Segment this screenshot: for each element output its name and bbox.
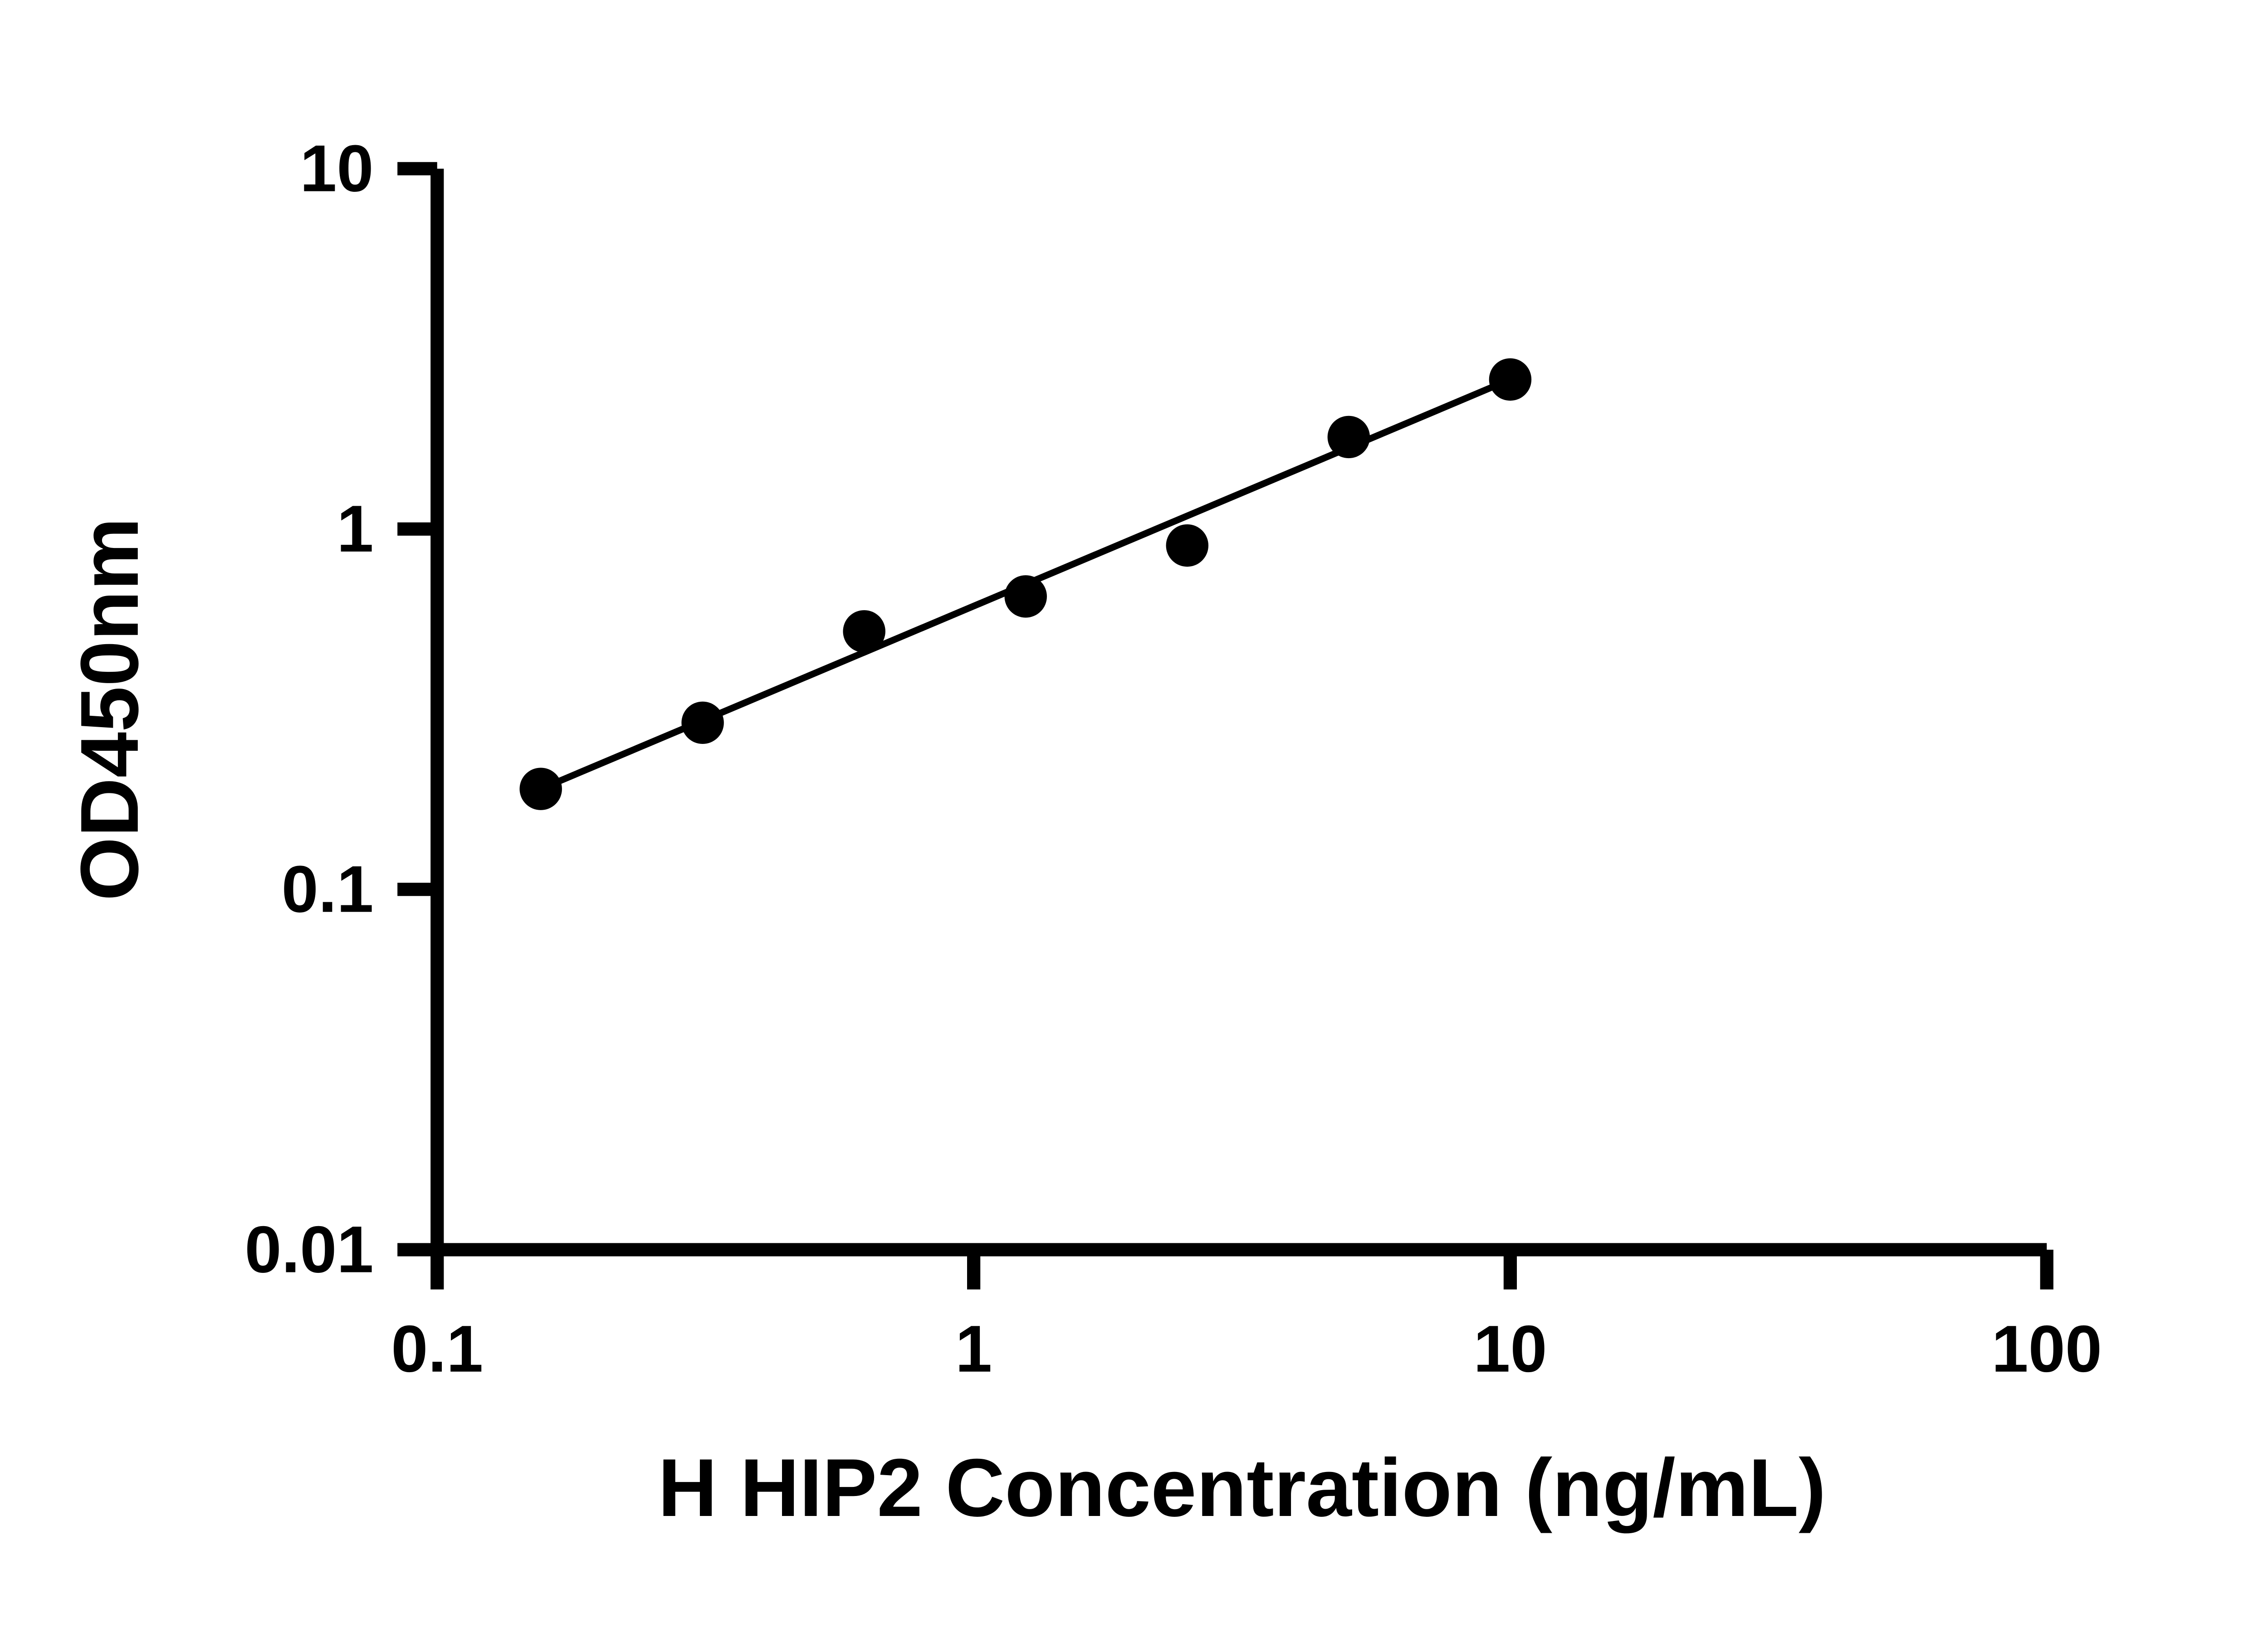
x-tick-labels: 0.1 1 10 100 bbox=[391, 1312, 2102, 1386]
x-tick-label: 10 bbox=[1473, 1312, 1547, 1386]
y-tick-label: 0.01 bbox=[244, 1213, 373, 1286]
x-tick-label: 100 bbox=[1991, 1312, 2102, 1386]
data-point bbox=[1489, 358, 1532, 401]
x-axis-title: H HIP2 Concentration (ng/mL) bbox=[658, 1442, 1826, 1534]
data-point bbox=[1327, 416, 1370, 459]
axis-lines bbox=[430, 168, 2047, 1257]
x-tick-label: 1 bbox=[955, 1312, 992, 1386]
y-tick-label: 0.1 bbox=[282, 852, 374, 926]
data-point bbox=[843, 610, 885, 653]
data-point bbox=[1166, 524, 1209, 567]
x-ticks bbox=[430, 1250, 2053, 1290]
x-tick-label: 0.1 bbox=[391, 1312, 483, 1386]
y-tick-labels: 0.01 0.1 1 10 bbox=[244, 131, 373, 1286]
data-points bbox=[519, 358, 1532, 810]
y-axis-title: OD450nm bbox=[64, 518, 156, 901]
data-point bbox=[681, 701, 724, 744]
data-point bbox=[519, 768, 562, 810]
y-tick-label: 10 bbox=[300, 131, 373, 205]
y-tick-label: 1 bbox=[337, 492, 373, 566]
data-point bbox=[1004, 575, 1047, 618]
y-ticks bbox=[397, 162, 437, 1257]
